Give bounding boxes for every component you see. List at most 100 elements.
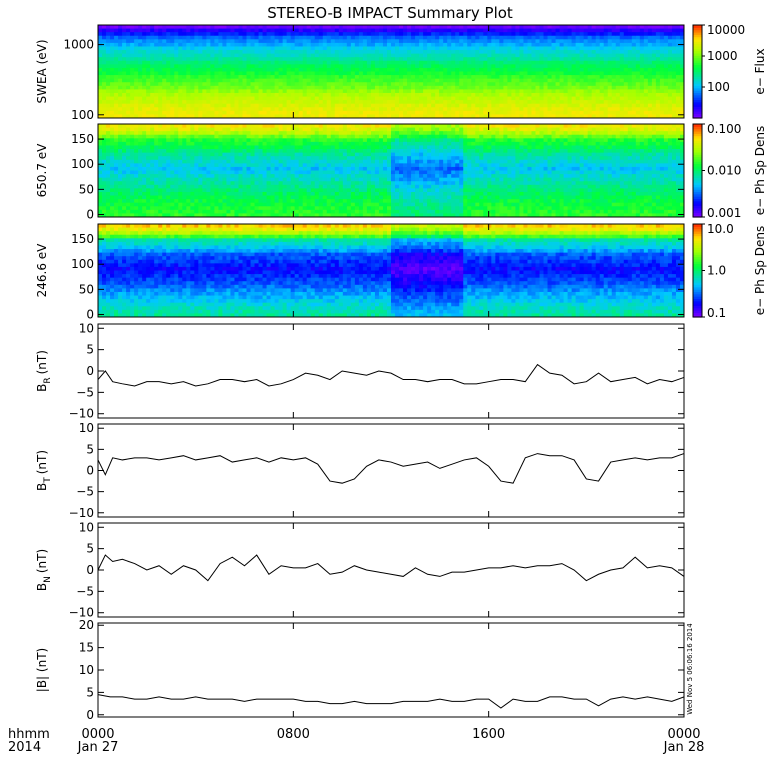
heatmap-cell — [206, 67, 211, 73]
heatmap-cell — [463, 39, 468, 44]
heatmap-cell — [226, 166, 232, 172]
heatmap-cell — [611, 67, 617, 73]
heatmap-cell — [150, 131, 155, 136]
heatmap-cell — [278, 60, 284, 65]
heatmap-cell — [194, 92, 199, 98]
heatmap-cell — [270, 85, 276, 90]
heatmap-cell — [443, 28, 448, 33]
heatmap-cell — [226, 152, 232, 157]
heatmap-cell — [210, 60, 215, 65]
heatmap-cell — [186, 213, 191, 217]
heatmap-cell — [515, 107, 521, 112]
heatmap-cell — [403, 50, 408, 55]
heatmap-cell — [266, 213, 272, 217]
heatmap-cell — [218, 195, 224, 200]
heatmap-cell — [427, 71, 432, 76]
heatmap-cell — [342, 53, 348, 58]
heatmap-cell — [679, 35, 684, 40]
heatmap-cell — [647, 92, 653, 98]
heatmap-cell — [451, 53, 456, 58]
heatmap-cell — [591, 64, 597, 69]
heatmap-cell — [575, 82, 581, 87]
heatmap-cell — [443, 53, 448, 58]
heatmap-cell — [491, 46, 496, 51]
heatmap-cell — [334, 35, 340, 40]
heatmap-cell — [499, 92, 504, 98]
heatmap-cell — [206, 32, 211, 37]
heatmap-cell — [170, 170, 175, 175]
heatmap-cell — [178, 57, 183, 62]
heatmap-cell — [567, 110, 573, 116]
heatmap-cell — [535, 103, 541, 108]
heatmap-cell — [306, 39, 312, 44]
heatmap-cell — [134, 92, 139, 98]
heatmap-cell — [218, 127, 224, 132]
heatmap-cell — [114, 209, 119, 215]
heatmap-cell — [126, 89, 131, 94]
heatmap-cell — [174, 53, 179, 58]
heatmap-cell — [326, 100, 332, 105]
heatmap-cell — [206, 202, 211, 207]
colorbar-swatch — [693, 87, 702, 91]
heatmap-cell — [238, 78, 244, 83]
heatmap-cell — [162, 209, 167, 215]
heatmap-cell — [395, 64, 400, 69]
heatmap-cell — [334, 25, 340, 30]
heatmap-cell — [198, 89, 203, 94]
heatmap-cell — [154, 191, 159, 197]
heatmap-cell — [134, 78, 139, 83]
heatmap-cell — [138, 170, 143, 175]
heatmap-cell — [531, 103, 537, 108]
heatmap-cell — [310, 82, 316, 87]
heatmap-cell — [599, 25, 605, 30]
heatmap-cell — [427, 50, 432, 55]
heatmap-cell — [222, 159, 228, 164]
heatmap-cell — [571, 103, 577, 108]
heatmap-cell — [559, 89, 565, 94]
heatmap-cell — [366, 42, 372, 48]
heatmap-cell — [238, 131, 244, 136]
heatmap-cell — [366, 107, 372, 112]
heatmap-cell — [342, 107, 348, 112]
heatmap-cell — [563, 53, 569, 58]
heatmap-cell — [314, 114, 320, 118]
heatmap-cell — [150, 206, 155, 211]
heatmap-cell — [651, 46, 657, 51]
heatmap-cell — [190, 166, 195, 172]
heatmap-cell — [162, 60, 167, 65]
heatmap-cell — [254, 163, 260, 168]
heatmap-cell — [623, 92, 629, 98]
heatmap-cell — [519, 114, 525, 118]
heatmap-cell — [178, 145, 183, 150]
heatmap-cell — [531, 25, 537, 30]
heatmap-cell — [603, 96, 609, 101]
heatmap-cell — [150, 35, 155, 40]
heatmap-cell — [186, 202, 191, 207]
heatmap-cell — [306, 100, 312, 105]
heatmap-cell — [318, 92, 324, 98]
heatmap-cell — [226, 159, 232, 164]
heatmap-cell — [98, 149, 103, 154]
heatmap-cell — [411, 28, 416, 33]
heatmap-cell — [615, 32, 621, 37]
heatmap-cell — [222, 75, 228, 80]
heatmap-cell — [150, 32, 155, 37]
heatmap-cell — [503, 50, 508, 55]
heatmap-cell — [162, 71, 167, 76]
heatmap-cell — [523, 89, 529, 94]
heatmap-cell — [663, 42, 669, 48]
heatmap-cell — [563, 67, 569, 73]
heatmap-cell — [114, 39, 119, 44]
heatmap-cell — [370, 103, 376, 108]
heatmap-cell — [346, 100, 352, 105]
heatmap-cell — [194, 103, 199, 108]
colorbar-swatch — [693, 55, 702, 59]
heatmap-cell — [559, 96, 565, 101]
heatmap-cell — [114, 103, 119, 108]
heatmap-cell — [495, 82, 500, 87]
heatmap-cell — [555, 60, 561, 65]
heatmap-cell — [242, 85, 248, 90]
heatmap-cell — [475, 28, 480, 33]
heatmap-cell — [134, 39, 139, 44]
heatmap-cell — [158, 124, 163, 129]
